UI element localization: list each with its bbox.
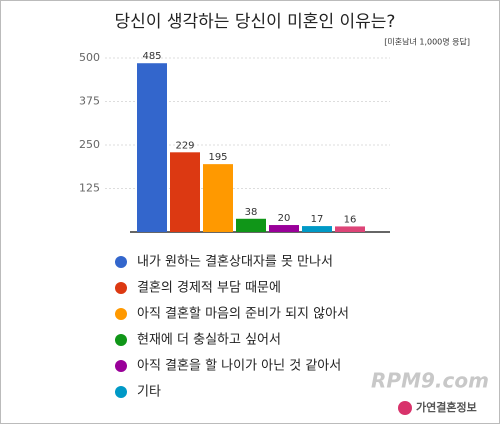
data-label: 16 [344, 214, 357, 225]
chart-subtitle: [미혼남녀 1,000명 응답] [384, 37, 470, 47]
data-label: 485 [142, 51, 161, 62]
data-label: 38 [245, 207, 258, 218]
watermark: RPM9.com [371, 369, 489, 393]
data-label: 20 [278, 213, 291, 224]
bar [302, 226, 332, 232]
bar [335, 226, 365, 232]
bar [170, 152, 200, 232]
legend-label: 현재에 더 충실하고 싶어서 [137, 333, 281, 348]
legend-label: 내가 원하는 결혼상대자를 못 만나서 [137, 255, 333, 270]
legend-marker [115, 360, 127, 372]
bar [203, 164, 233, 232]
y-tick-label: 375 [79, 95, 100, 108]
legend-label: 아직 결혼을 할 나이가 아닌 것 같아서 [137, 359, 341, 374]
chart-title: 당신이 생각하는 당신이 미혼인 이유는? [115, 12, 396, 32]
brand-logo [398, 401, 412, 415]
legend-marker [115, 386, 127, 398]
y-tick-label: 250 [79, 138, 100, 151]
data-label: 17 [311, 214, 324, 225]
legend-label: 기타 [137, 385, 161, 400]
legend-label: 아직 결혼할 마음의 준비가 되지 않아서 [137, 307, 349, 322]
bar [137, 63, 167, 232]
data-label: 229 [175, 140, 194, 151]
data-label: 195 [208, 152, 227, 163]
legend-marker [115, 308, 127, 320]
y-tick-label: 125 [79, 182, 100, 195]
bar [269, 225, 299, 232]
legend-marker [115, 334, 127, 346]
bar [236, 218, 266, 232]
y-tick-label: 500 [79, 51, 100, 64]
legend-label: 결혼의 경제적 부담 때문에 [137, 281, 281, 296]
legend-marker [115, 256, 127, 268]
legend-marker [115, 282, 127, 294]
brand: 가연결혼정보 [416, 400, 477, 414]
